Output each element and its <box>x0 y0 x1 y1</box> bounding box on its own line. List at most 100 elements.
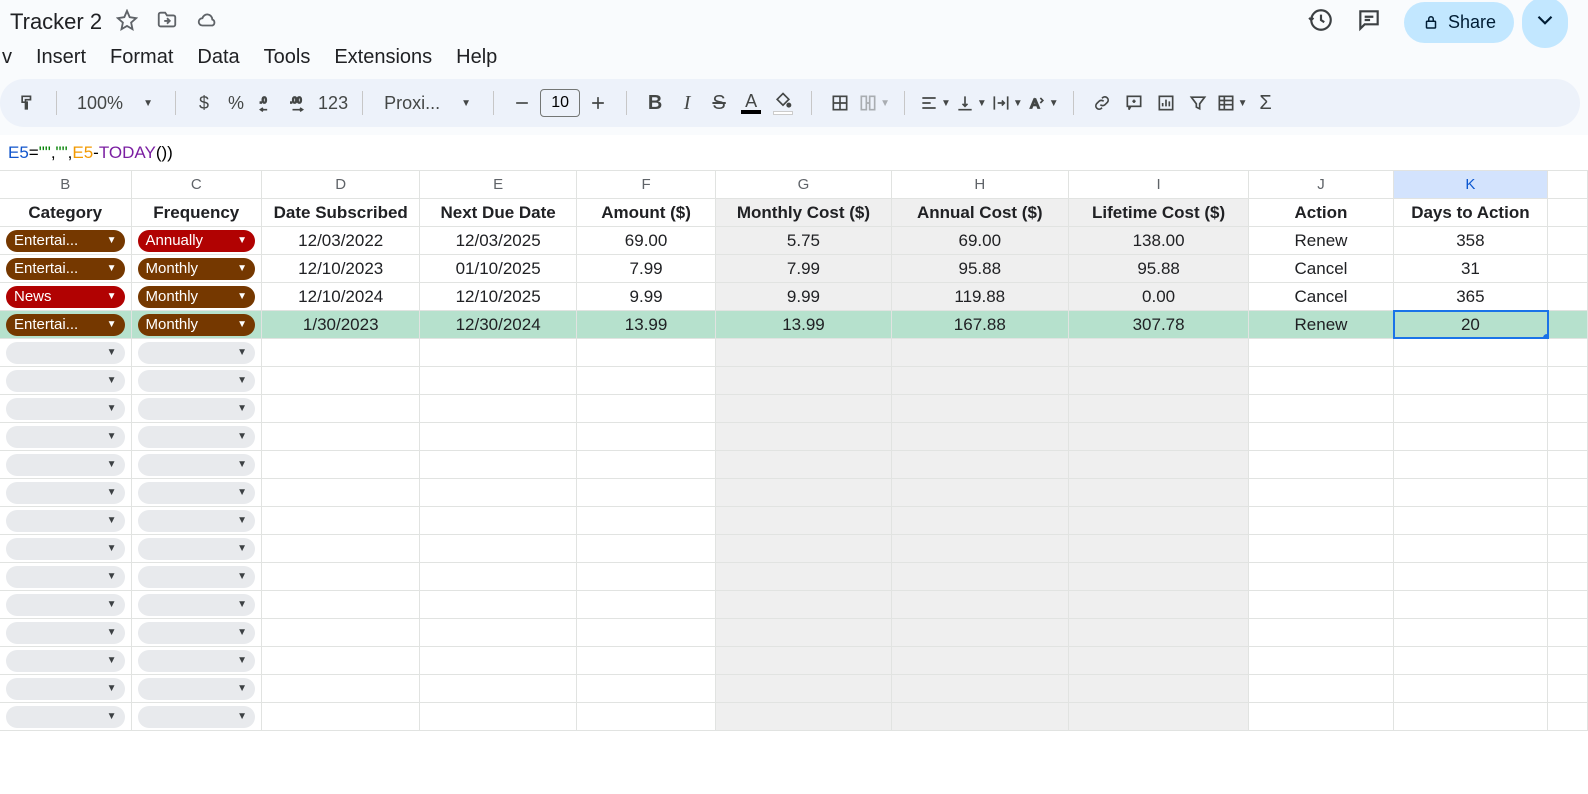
cell[interactable] <box>1069 339 1249 366</box>
cell[interactable] <box>577 339 716 366</box>
cell[interactable] <box>262 535 420 562</box>
cell[interactable] <box>577 395 716 422</box>
cell[interactable] <box>1249 619 1393 646</box>
days-cell[interactable]: 365 <box>1394 283 1548 310</box>
cell[interactable] <box>716 451 891 478</box>
dropdown-chip[interactable]: ▼ <box>6 594 125 616</box>
col-header-extra[interactable] <box>1548 171 1588 198</box>
dropdown-chip[interactable]: ▼ <box>138 622 256 644</box>
cell[interactable]: ▼ <box>0 619 132 646</box>
font-name[interactable]: Proxi... <box>377 87 447 119</box>
cell[interactable]: ▼ <box>132 591 263 618</box>
cell[interactable] <box>577 451 716 478</box>
cell[interactable] <box>1069 479 1249 506</box>
header-cell[interactable]: Category <box>0 199 132 226</box>
italic-button[interactable]: I <box>673 87 701 119</box>
cell[interactable] <box>1069 703 1249 730</box>
cell[interactable]: ▼ <box>0 591 132 618</box>
dropdown-chip[interactable]: ▼ <box>138 678 256 700</box>
dropdown-chip[interactable]: Monthly▼ <box>138 314 256 336</box>
cell[interactable]: ▼ <box>0 703 132 730</box>
cell[interactable]: ▼ <box>132 675 263 702</box>
cell[interactable] <box>1249 395 1393 422</box>
strike-button[interactable]: S <box>705 87 733 119</box>
bold-button[interactable]: B <box>641 87 669 119</box>
cell[interactable] <box>716 367 891 394</box>
category-cell[interactable]: News▼ <box>0 283 132 310</box>
cell[interactable] <box>1394 535 1548 562</box>
cell[interactable] <box>716 423 891 450</box>
amount-cell[interactable]: 13.99 <box>577 311 716 338</box>
category-cell[interactable]: Entertai...▼ <box>0 255 132 282</box>
dropdown-chip[interactable]: ▼ <box>138 342 256 364</box>
cell[interactable] <box>262 367 420 394</box>
cell[interactable] <box>1069 563 1249 590</box>
cell[interactable] <box>1069 647 1249 674</box>
annual-cost-cell[interactable]: 95.88 <box>892 255 1069 282</box>
cell[interactable] <box>577 675 716 702</box>
cell[interactable]: ▼ <box>0 339 132 366</box>
cell[interactable]: ▼ <box>0 507 132 534</box>
cell[interactable] <box>420 619 576 646</box>
cell[interactable] <box>420 479 576 506</box>
cell[interactable] <box>1394 507 1548 534</box>
col-header-J[interactable]: J <box>1249 171 1393 198</box>
dropdown-chip[interactable]: ▼ <box>6 566 125 588</box>
chevron-down-icon[interactable]: ▼ <box>451 87 479 119</box>
amount-cell[interactable]: 7.99 <box>577 255 716 282</box>
dropdown-chip[interactable]: ▼ <box>6 482 125 504</box>
days-cell[interactable]: 20 <box>1394 311 1548 338</box>
col-header-B[interactable]: B <box>0 171 132 198</box>
star-icon[interactable] <box>116 9 138 36</box>
share-dropdown[interactable] <box>1522 0 1568 48</box>
cell[interactable] <box>1548 339 1588 366</box>
cell[interactable] <box>420 675 576 702</box>
col-header-H[interactable]: H <box>892 171 1069 198</box>
cell[interactable] <box>1394 703 1548 730</box>
insert-chart-icon[interactable] <box>1152 87 1180 119</box>
cell[interactable] <box>420 339 576 366</box>
dropdown-chip[interactable]: Monthly▼ <box>138 258 256 280</box>
cell[interactable] <box>1249 675 1393 702</box>
dropdown-chip[interactable]: ▼ <box>6 510 125 532</box>
cell[interactable] <box>577 367 716 394</box>
cell[interactable] <box>892 451 1069 478</box>
cell[interactable] <box>892 703 1069 730</box>
dropdown-chip[interactable]: ▼ <box>6 706 125 728</box>
cell[interactable] <box>1548 199 1588 226</box>
due-date-cell[interactable]: 12/03/2025 <box>420 227 576 254</box>
cell[interactable] <box>1394 395 1548 422</box>
cell[interactable] <box>1249 339 1393 366</box>
cell[interactable] <box>1394 591 1548 618</box>
cell[interactable] <box>716 675 891 702</box>
cell[interactable] <box>262 591 420 618</box>
header-cell[interactable]: Monthly Cost ($) <box>716 199 891 226</box>
cell[interactable] <box>1394 339 1548 366</box>
lifetime-cost-cell[interactable]: 307.78 <box>1069 311 1249 338</box>
due-date-cell[interactable]: 01/10/2025 <box>420 255 576 282</box>
cell[interactable] <box>1548 647 1588 674</box>
cell[interactable] <box>420 703 576 730</box>
date-subscribed-cell[interactable]: 12/10/2024 <box>262 283 420 310</box>
dropdown-chip[interactable]: ▼ <box>138 566 256 588</box>
cell[interactable] <box>1548 283 1588 310</box>
cell[interactable] <box>1548 395 1588 422</box>
cell[interactable]: ▼ <box>132 703 263 730</box>
paint-format-icon[interactable] <box>14 87 42 119</box>
cell[interactable] <box>1548 619 1588 646</box>
cell[interactable] <box>892 479 1069 506</box>
cell[interactable] <box>577 507 716 534</box>
cell[interactable] <box>1249 647 1393 674</box>
cell[interactable] <box>420 647 576 674</box>
cell[interactable] <box>1249 591 1393 618</box>
cell[interactable] <box>716 563 891 590</box>
cell[interactable] <box>420 367 576 394</box>
cell[interactable] <box>577 423 716 450</box>
h-align-icon[interactable]: ▼ <box>919 87 951 119</box>
menu-view[interactable]: v <box>2 46 12 69</box>
cell[interactable] <box>420 423 576 450</box>
cell[interactable] <box>1249 367 1393 394</box>
cell[interactable] <box>1548 507 1588 534</box>
cell[interactable] <box>1249 563 1393 590</box>
cell[interactable] <box>420 395 576 422</box>
